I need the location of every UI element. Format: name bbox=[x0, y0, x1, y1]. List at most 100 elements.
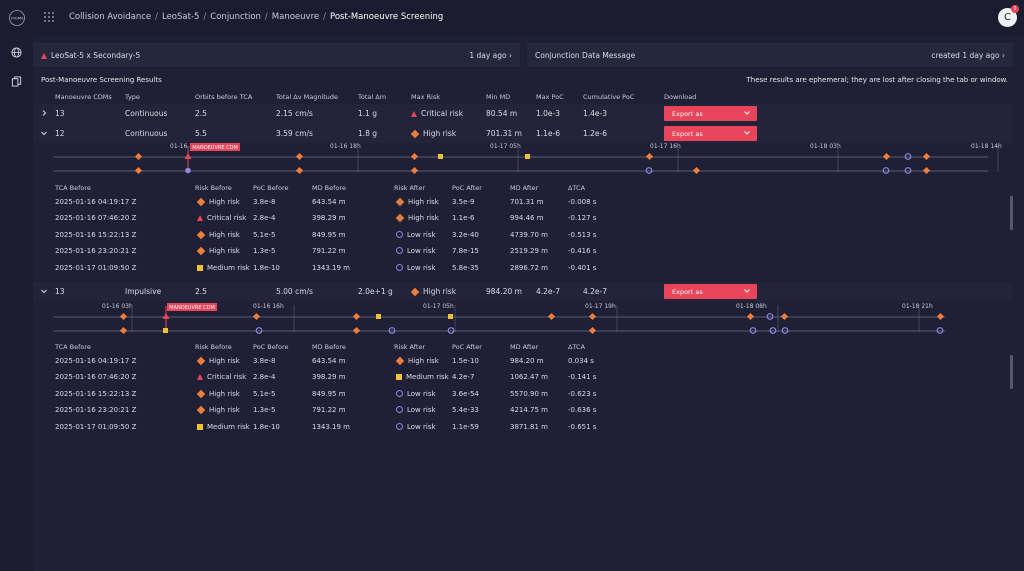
detail-risk-after: Low risk bbox=[407, 230, 436, 239]
timeline-tick: 01-16 16h bbox=[253, 303, 284, 310]
detail-col-md-after: MD After bbox=[510, 184, 539, 192]
col-dv: Total Δv Magnitude bbox=[276, 93, 339, 101]
detail-poc-after: 7.8e-15 bbox=[452, 247, 479, 256]
chevron-down-icon bbox=[744, 289, 750, 293]
detail-tca: 2025-01-17 01:09:50 Z bbox=[55, 263, 137, 272]
detail-poc-after: 1.1e-6 bbox=[452, 214, 475, 223]
timeline-tick: 01-16 03h bbox=[102, 303, 133, 310]
table-row[interactable]: 13 Continuous 2.5 2.15 cm/s 1.1 g Critic… bbox=[33, 104, 1012, 123]
detail-poc-before: 1.8e-10 bbox=[253, 422, 280, 431]
manoeuvre-cdm-label: MANOEUVRE CDM bbox=[169, 305, 215, 311]
detail-risk-before: High risk bbox=[209, 406, 240, 415]
detail-risk-before: High risk bbox=[209, 230, 240, 239]
detail-poc-after: 4.2e-7 bbox=[452, 373, 475, 382]
export-button[interactable]: Export as bbox=[664, 126, 757, 141]
row-cdms: 12 bbox=[55, 129, 65, 138]
row-type: Continuous bbox=[125, 109, 168, 118]
critical-risk-icon bbox=[41, 53, 47, 59]
manoeuvre-cdm-tag bbox=[190, 143, 240, 151]
detail-dtca: -0.401 s bbox=[568, 263, 597, 272]
manoeuvre-cdm-label: MANOEUVRE CDM bbox=[192, 145, 238, 151]
detail-poc-after: 5.8e-35 bbox=[452, 263, 479, 272]
critical-risk-icon bbox=[197, 374, 203, 381]
breadcrumb-leosat[interactable]: LeoSat-5 bbox=[161, 12, 200, 22]
conjunction-card[interactable]: LeoSat-5 x Secondary-5 1 day ago › bbox=[33, 43, 520, 67]
timeline-tick: 01-18 14h bbox=[971, 143, 1002, 150]
detail-risk-after: Medium risk bbox=[406, 373, 449, 382]
row-md: 701.31 m bbox=[486, 129, 522, 138]
documents-icon[interactable] bbox=[11, 76, 22, 87]
row-risk: High risk bbox=[423, 129, 457, 138]
detail-col-poc-before: PoC Before bbox=[253, 343, 289, 351]
detail-poc-after: 1.5e-10 bbox=[452, 357, 479, 365]
detail-dtca: -0.513 s bbox=[568, 230, 597, 239]
detail-tca: 2025-01-16 23:20:21 Z bbox=[55, 247, 137, 256]
results-table-header: Manoeuvre CDMs Type Orbits before TCA To… bbox=[33, 90, 1012, 104]
detail-md-after: 5570.90 m bbox=[510, 389, 548, 398]
high-risk-icon bbox=[196, 405, 206, 415]
col-dm: Total Δm bbox=[358, 93, 387, 101]
vyoma-logo[interactable]: VYOMA bbox=[8, 9, 26, 27]
cdm-card[interactable]: Conjunction Data Message created 1 day a… bbox=[527, 43, 1013, 67]
detail-col-risk-after: Risk After bbox=[394, 343, 426, 351]
detail-poc-before: 5.1e-5 bbox=[253, 230, 276, 239]
breadcrumb-collision-avoidance[interactable]: Collision Avoidance bbox=[69, 12, 152, 22]
chevron-down-icon[interactable] bbox=[41, 288, 47, 294]
detail-col-risk-before: Risk Before bbox=[195, 184, 232, 192]
detail-poc-before: 3.8e-8 bbox=[253, 198, 276, 206]
col-max-risk: Max Risk bbox=[411, 93, 440, 101]
row-poc: 1.0e-3 bbox=[536, 109, 561, 118]
col-cum-poc: Cumulative PoC bbox=[583, 93, 635, 101]
detail-dtca: -0.127 s bbox=[568, 214, 597, 223]
detail-md-after: 4214.75 m bbox=[510, 406, 548, 415]
detail-md-after: 701.31 m bbox=[510, 198, 544, 206]
breadcrumb-conjunction[interactable]: Conjunction bbox=[210, 12, 261, 22]
col-max-poc: Max PoC bbox=[536, 93, 564, 101]
detail-md-after: 3871.81 m bbox=[510, 422, 548, 431]
detail-tca: 2025-01-16 07:46:20 Z bbox=[55, 214, 137, 223]
detail-md-before: 643.54 m bbox=[312, 357, 346, 365]
high-risk-icon bbox=[395, 356, 405, 366]
row-dv: 3.59 cm/s bbox=[276, 129, 313, 138]
detail-md-after: 984.20 m bbox=[510, 357, 544, 365]
table-row[interactable]: 12 Continuous 5.5 3.59 cm/s 1.8 g High r… bbox=[33, 124, 1012, 143]
table-row[interactable]: 13 Impulsive 2.5 5.00 cm/s 2.0e+1 g High… bbox=[33, 282, 1012, 301]
detail-scrollbar[interactable] bbox=[1010, 355, 1013, 389]
detail-col-tca: TCA Before bbox=[55, 343, 91, 351]
cdm-timeline: MANOEUVRE CDM 01-16 03h 01-16 16h 01-17 … bbox=[53, 303, 945, 335]
high-risk-icon bbox=[196, 389, 206, 399]
detail-poc-after: 5.4e-33 bbox=[452, 406, 479, 415]
notification-badge: 1 bbox=[1011, 5, 1019, 13]
detail-risk-before: Critical risk bbox=[207, 373, 247, 382]
timeline-tick: 01-18 03h bbox=[810, 143, 841, 150]
timeline-tick: 01-17 05h bbox=[423, 303, 454, 310]
row-risk: Critical risk bbox=[421, 109, 464, 118]
apps-grid-icon[interactable] bbox=[44, 12, 54, 22]
row-type: Continuous bbox=[125, 129, 168, 138]
globe-icon[interactable] bbox=[11, 47, 22, 58]
chevron-down-icon[interactable] bbox=[41, 130, 47, 136]
export-button[interactable]: Export as bbox=[664, 284, 757, 299]
detail-poc-after: 3.2e-40 bbox=[452, 230, 479, 239]
detail-poc-before: 1.3e-5 bbox=[253, 406, 276, 415]
export-button[interactable]: Export as bbox=[664, 106, 757, 121]
high-risk-icon bbox=[196, 246, 206, 256]
detail-risk-after: High risk bbox=[408, 214, 439, 223]
chevron-right-icon[interactable] bbox=[41, 110, 47, 116]
side-nav bbox=[0, 36, 33, 571]
breadcrumb-manoeuvre[interactable]: Manoeuvre bbox=[271, 12, 320, 22]
detail-risk-after: Low risk bbox=[407, 389, 436, 398]
detail-md-before: 791.22 m bbox=[312, 406, 346, 415]
timeline-tick: 01-18 08h bbox=[736, 303, 767, 310]
detail-tca: 2025-01-16 15:22:13 Z bbox=[55, 230, 137, 239]
detail-poc-after: 1.1e-59 bbox=[452, 422, 479, 431]
medium-risk-icon bbox=[197, 264, 203, 271]
cdm-timeline: MANOEUVRE CDM 01-16 01-16 18h 01-17 05h … bbox=[53, 143, 1002, 175]
detail-col-poc-after: PoC After bbox=[452, 343, 482, 351]
row-dm: 1.8 g bbox=[358, 129, 378, 138]
row-cdms: 13 bbox=[55, 287, 65, 296]
detail-scrollbar[interactable] bbox=[1010, 196, 1013, 230]
high-risk-icon bbox=[196, 230, 206, 240]
